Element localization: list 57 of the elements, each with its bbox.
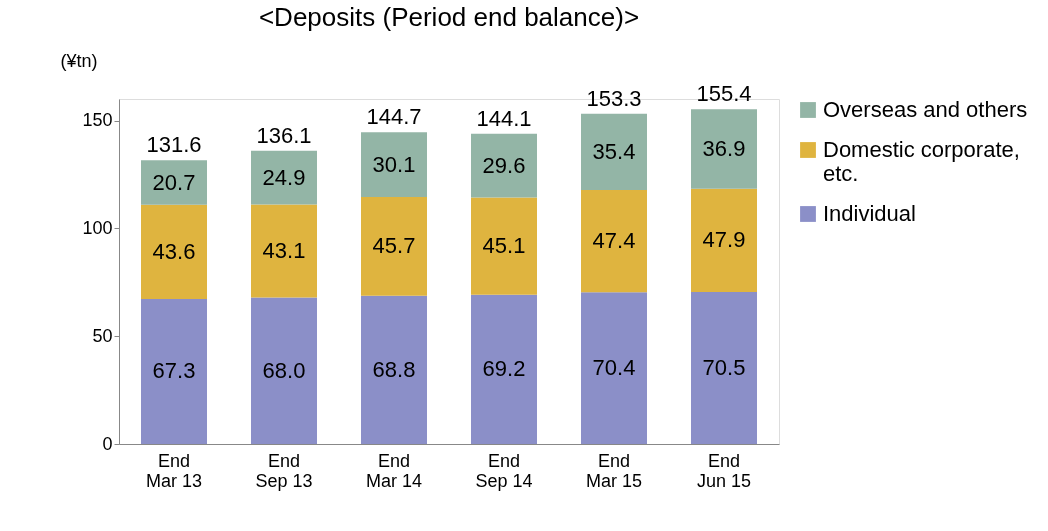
bar xyxy=(251,150,317,205)
bar xyxy=(691,109,757,189)
x-tick-label: End Mar 14 xyxy=(365,450,423,491)
total-label: 155.4 xyxy=(696,81,752,107)
data-label: 70.5 xyxy=(702,354,746,380)
data-label: 24.9 xyxy=(262,164,306,190)
bar xyxy=(471,133,537,198)
bar xyxy=(691,188,757,292)
total-label: 144.7 xyxy=(366,104,422,130)
y-tick-label: 100 xyxy=(82,217,113,238)
x-tick-label: End Jun 15 xyxy=(696,450,752,491)
total-label: 144.1 xyxy=(476,105,532,131)
bar xyxy=(361,197,427,296)
x-tick-label: End Sep 13 xyxy=(255,450,313,491)
data-label: 45.7 xyxy=(372,233,416,259)
total-label: 131.6 xyxy=(146,132,202,158)
x-tick-label: End Mar 13 xyxy=(145,450,203,491)
data-label: 68.0 xyxy=(262,357,306,383)
data-label: 20.7 xyxy=(152,169,196,195)
data-label: 43.1 xyxy=(262,237,306,263)
bar xyxy=(141,298,207,444)
data-label: 30.1 xyxy=(372,151,416,177)
bar xyxy=(361,295,427,444)
bar xyxy=(581,113,647,190)
y-tick-label: 0 xyxy=(102,433,113,454)
bar xyxy=(141,160,207,205)
bar xyxy=(141,204,207,299)
legend-label: Individual xyxy=(823,201,916,226)
data-label: 47.4 xyxy=(592,228,636,254)
data-label: 29.6 xyxy=(482,152,526,178)
data-label: 47.9 xyxy=(702,227,746,253)
data-label: 67.3 xyxy=(152,358,196,384)
data-label: 43.6 xyxy=(152,238,196,264)
bar xyxy=(251,297,317,444)
data-label: 69.2 xyxy=(482,356,526,382)
legend-label: Domestic corporate, etc. xyxy=(823,137,1020,186)
legend-label: Overseas and others xyxy=(823,97,1028,122)
y-tick-label: 150 xyxy=(82,110,113,131)
y-tick-label: 50 xyxy=(92,325,113,346)
bar xyxy=(471,294,537,444)
data-label: 68.8 xyxy=(372,356,416,382)
x-tick-label: End Sep 14 xyxy=(475,450,533,491)
data-label: 70.4 xyxy=(592,355,636,381)
bar xyxy=(251,204,317,298)
bar xyxy=(581,189,647,293)
x-tick-label: End Mar 15 xyxy=(585,450,643,491)
bar xyxy=(361,132,427,198)
bar xyxy=(691,291,757,444)
bar xyxy=(581,292,647,444)
chart-title: <Deposits (Period end balance)> xyxy=(258,2,640,32)
total-label: 136.1 xyxy=(256,122,312,148)
data-label: 35.4 xyxy=(592,138,636,164)
total-label: 153.3 xyxy=(586,85,642,111)
bar xyxy=(471,197,537,295)
y-axis-title: (¥tn) xyxy=(60,51,98,71)
data-label: 45.1 xyxy=(482,233,526,259)
data-label: 36.9 xyxy=(702,135,746,161)
